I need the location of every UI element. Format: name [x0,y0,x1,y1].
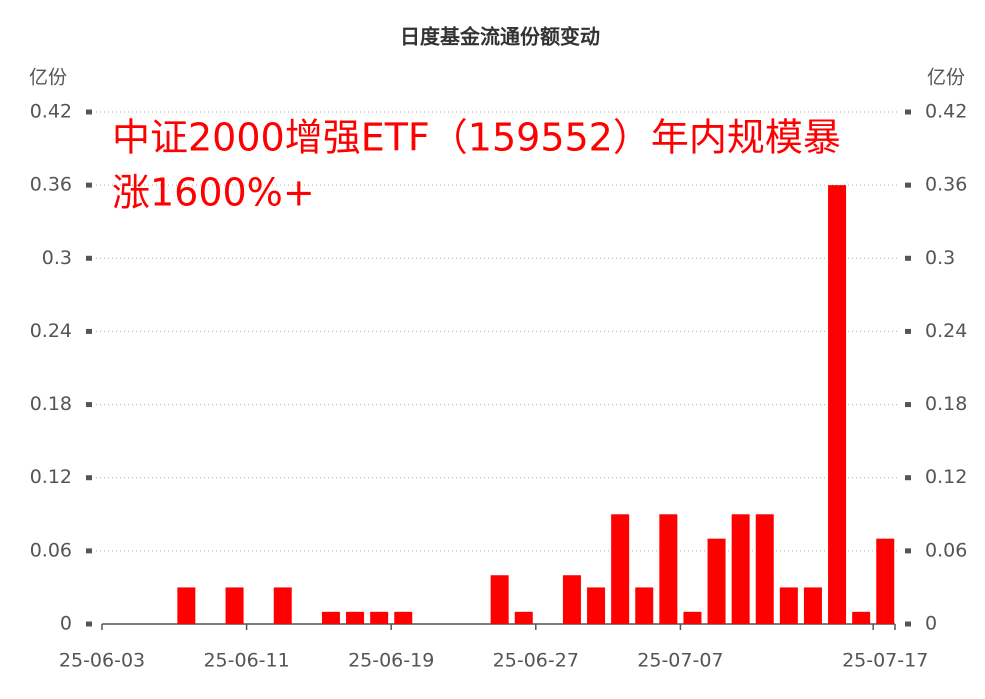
y2-tick-label: 0 [925,613,937,635]
y2-tick [905,475,911,481]
y-tick [86,182,92,188]
y2-tick [905,402,911,408]
bar [707,538,726,624]
y2-tick [905,621,911,627]
y2-tick [905,182,911,188]
y-tick-label: 0.12 [30,466,72,488]
y2-tick-label: 0.18 [925,393,967,415]
annotation: 涨1600%+ [112,171,315,215]
x-tick-label: 25-07-07 [637,650,723,672]
bar [225,587,244,624]
y2-tick-label: 0.06 [925,539,967,561]
y-axis-label: 亿份 [29,67,67,89]
bar [779,587,798,624]
x-tick-label: 25-07-17 [842,650,928,672]
bar [611,514,630,624]
y-tick-label: 0.06 [30,539,72,561]
bar [370,611,389,624]
y-tick-label: 0.24 [30,320,72,342]
bar [731,514,750,624]
y2-tick [905,255,911,261]
y2-axis-label: 亿份 [927,67,965,89]
bar [490,575,509,624]
bar [321,611,340,624]
bar [828,185,847,624]
y-tick [86,475,92,481]
y-tick [86,621,92,627]
annotation: 中证2000增强ETF（159552）年内规模暴 [112,116,841,160]
y-tick [86,402,92,408]
y-tick [86,255,92,261]
y-tick-label: 0.3 [42,247,72,269]
y2-tick-label: 0.12 [925,466,967,488]
bar [635,587,654,624]
x-tick-label: 25-06-19 [348,650,434,672]
y-tick [86,548,92,554]
y-tick-label: 0.42 [30,101,72,123]
x-tick-label: 25-06-03 [59,650,145,672]
bar [587,587,606,624]
bar [346,611,365,624]
chart-title: 日度基金流通份额变动 [400,25,600,49]
y2-tick-label: 0.3 [925,247,955,269]
bar [755,514,774,624]
y2-tick [905,548,911,554]
y-tick-label: 0.36 [30,174,72,196]
bar [852,611,871,624]
y-tick [86,328,92,334]
x-tick-label: 25-06-11 [203,650,289,672]
bar [177,587,196,624]
bar [562,575,581,624]
y-tick [86,109,92,115]
y2-tick-label: 0.36 [925,174,967,196]
bar [273,587,292,624]
bar [683,611,702,624]
y-tick-label: 0.18 [30,393,72,415]
bar [514,611,533,624]
y2-tick-label: 0.24 [925,320,967,342]
y2-tick-label: 0.42 [925,101,967,123]
bar [803,587,822,624]
bar [659,514,678,624]
y2-tick [905,328,911,334]
bar [876,538,895,624]
bar [394,611,413,624]
x-tick-label: 25-06-27 [493,650,579,672]
y2-tick [905,109,911,115]
y-tick-label: 0 [60,613,72,635]
